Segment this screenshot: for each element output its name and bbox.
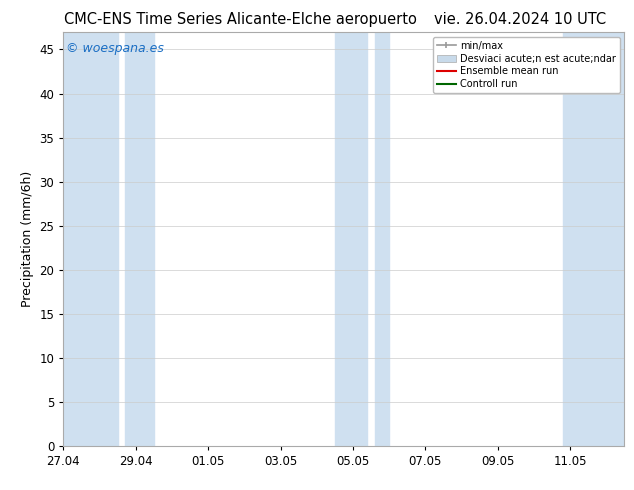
Y-axis label: Precipitation (mm/6h): Precipitation (mm/6h) — [21, 171, 34, 307]
Bar — [563, 32, 628, 446]
Text: vie. 26.04.2024 10 UTC: vie. 26.04.2024 10 UTC — [434, 12, 606, 27]
Bar — [335, 32, 368, 446]
Legend: min/max, Desviaci acute;n est acute;ndar, Ensemble mean run, Controll run: min/max, Desviaci acute;n est acute;ndar… — [432, 37, 619, 93]
Bar — [125, 32, 154, 446]
Bar — [60, 32, 118, 446]
Bar — [375, 32, 389, 446]
Text: CMC-ENS Time Series Alicante-Elche aeropuerto: CMC-ENS Time Series Alicante-Elche aerop… — [65, 12, 417, 27]
Text: © woespana.es: © woespana.es — [66, 42, 164, 55]
